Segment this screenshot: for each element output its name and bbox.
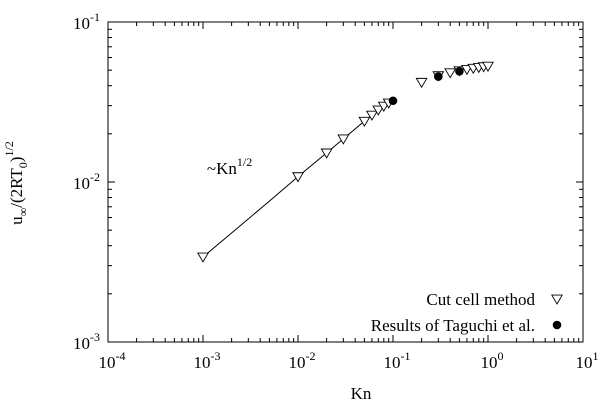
annotation-base: ~Kn bbox=[207, 159, 237, 178]
y-tick-label-exp: -1 bbox=[90, 10, 100, 24]
series-markers bbox=[197, 61, 494, 263]
y-label-mid: /(2RT bbox=[7, 168, 26, 208]
x-tick-label: 10-4 bbox=[99, 349, 126, 372]
taguchi-point bbox=[434, 72, 443, 81]
y-axis-label: u∞/(2RT0)1/2 bbox=[2, 141, 30, 225]
cut-cell-point bbox=[444, 68, 457, 79]
y-label-close: ) bbox=[7, 157, 26, 163]
x-axis-label: Kn bbox=[351, 384, 372, 403]
x-tick-label: 100 bbox=[481, 349, 504, 372]
legend-label: Results of Taguchi et al. bbox=[371, 316, 535, 335]
cut-cell-point bbox=[320, 148, 333, 159]
y-tick-label: 10-1 bbox=[73, 10, 100, 33]
x-tick-label-exp: -1 bbox=[401, 349, 411, 363]
x-tick-label-exp: 1 bbox=[593, 349, 599, 363]
cut-cell-point bbox=[365, 110, 378, 121]
y-tick-label-base: 10 bbox=[73, 174, 90, 193]
x-tick-label-exp: -4 bbox=[116, 349, 126, 363]
taguchi-point bbox=[455, 66, 464, 76]
cut-cell-point bbox=[482, 61, 494, 72]
cut-cell-point bbox=[292, 172, 304, 183]
y-tick-label-exp: -2 bbox=[90, 170, 100, 184]
axis-ticks bbox=[107, 21, 584, 343]
cut-cell-point bbox=[358, 116, 371, 127]
cut-cell-point bbox=[337, 134, 350, 145]
x-tick-label-base: 10 bbox=[384, 353, 401, 372]
x-tick-label-base: 10 bbox=[194, 353, 211, 372]
y-tick-label-exp: -3 bbox=[90, 330, 100, 344]
y-tick-label-base: 10 bbox=[73, 334, 90, 353]
y-label-sup: 1/2 bbox=[2, 141, 16, 156]
legend: Cut cell method Results of Taguchi et al. bbox=[371, 290, 563, 335]
y-label-sub2: 0 bbox=[16, 162, 30, 168]
x-tick-label: 101 bbox=[576, 349, 599, 372]
legend-label: Cut cell method bbox=[426, 290, 535, 309]
x-tick-label-exp: -3 bbox=[211, 349, 221, 363]
x-tick-label: 10-2 bbox=[289, 349, 316, 372]
x-tick-label-base: 10 bbox=[481, 353, 498, 372]
slope-annotation: ~Kn1/2 bbox=[207, 155, 252, 178]
y-tick-label-base: 10 bbox=[73, 14, 90, 33]
x-tick-label-base: 10 bbox=[576, 353, 593, 372]
annotation-sup: 1/2 bbox=[237, 155, 252, 169]
legend-marker-cut-cell bbox=[551, 294, 563, 305]
y-label-base: u bbox=[7, 216, 26, 225]
x-tick-label: 10-1 bbox=[384, 349, 411, 372]
x-tick-label-exp: 0 bbox=[498, 349, 504, 363]
cut-cell-point bbox=[372, 105, 385, 116]
y-label-sub1: ∞ bbox=[16, 208, 30, 217]
x-tick-label-base: 10 bbox=[99, 353, 116, 372]
x-tick-label: 10-3 bbox=[194, 349, 221, 372]
y-tick-label: 10-3 bbox=[73, 330, 100, 353]
x-tick-label-exp: -2 bbox=[306, 349, 316, 363]
taguchi-point bbox=[388, 96, 398, 106]
cut-cell-point bbox=[197, 252, 209, 263]
legend-marker-taguchi bbox=[552, 320, 562, 330]
y-tick-label: 10-2 bbox=[73, 170, 100, 193]
x-tick-label-base: 10 bbox=[289, 353, 306, 372]
cut-cell-point bbox=[415, 77, 428, 89]
